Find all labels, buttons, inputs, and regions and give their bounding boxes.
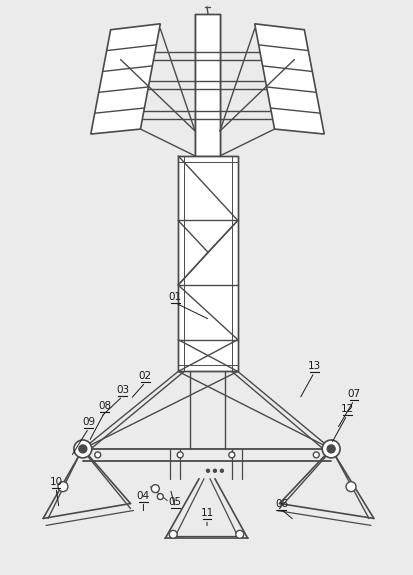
- Text: 11: 11: [200, 508, 213, 519]
- Circle shape: [206, 469, 209, 472]
- Polygon shape: [178, 156, 237, 371]
- Polygon shape: [90, 24, 160, 134]
- Polygon shape: [254, 24, 323, 134]
- Circle shape: [321, 440, 339, 458]
- Text: 04: 04: [137, 490, 150, 501]
- Circle shape: [228, 452, 234, 458]
- Circle shape: [169, 530, 177, 538]
- Text: 13: 13: [307, 362, 320, 371]
- Text: 12: 12: [339, 404, 353, 414]
- Circle shape: [58, 482, 68, 492]
- Circle shape: [157, 493, 163, 500]
- Circle shape: [313, 452, 318, 458]
- Circle shape: [326, 445, 335, 453]
- Text: 07: 07: [347, 389, 360, 399]
- Circle shape: [235, 530, 243, 538]
- Text: 08: 08: [98, 401, 111, 411]
- Text: 01: 01: [168, 292, 181, 302]
- Circle shape: [345, 482, 355, 492]
- Text: 06: 06: [274, 499, 287, 508]
- Text: 03: 03: [116, 385, 129, 395]
- Circle shape: [78, 445, 87, 453]
- Circle shape: [95, 452, 100, 458]
- Circle shape: [177, 452, 183, 458]
- Text: 02: 02: [138, 371, 152, 381]
- Text: 10: 10: [49, 477, 62, 486]
- Circle shape: [74, 440, 92, 458]
- Polygon shape: [195, 14, 219, 156]
- Circle shape: [213, 469, 216, 472]
- Text: 05: 05: [168, 497, 181, 507]
- Circle shape: [151, 485, 159, 493]
- Circle shape: [220, 469, 223, 472]
- Text: 09: 09: [82, 417, 95, 427]
